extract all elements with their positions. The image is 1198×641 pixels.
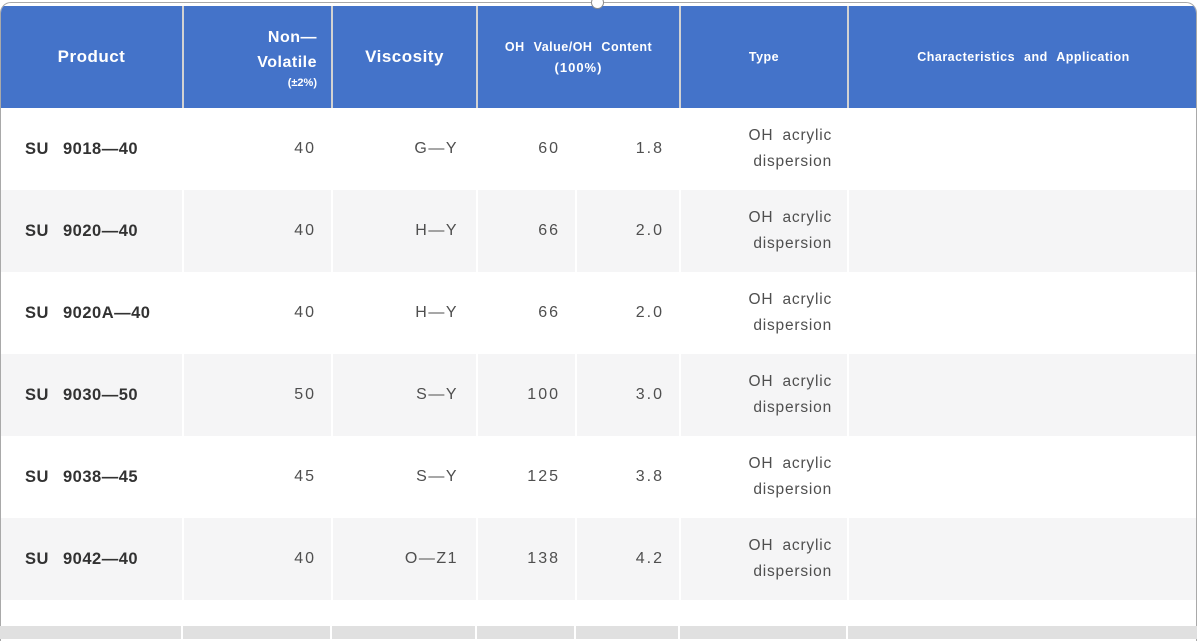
column-header-characteristics: Characteristics and Application [849, 6, 1196, 108]
viscosity-cell: H—Y [333, 272, 478, 354]
column-header-product-label: Product [57, 47, 126, 66]
next-row-segment [680, 626, 848, 639]
column-header-non-volatile-sub: (±2%) [287, 77, 317, 89]
viscosity-cell: H—Y [333, 190, 478, 272]
next-row-segment [848, 626, 1197, 639]
oh-content-cell: 3.0 [577, 354, 681, 436]
non-volatile-cell: 50 [184, 354, 333, 436]
product-cell: SU 9018—40 [1, 108, 184, 190]
characteristics-cell [849, 272, 1196, 354]
next-row-segment [332, 626, 477, 639]
next-row-segment [0, 626, 183, 639]
oh-content-cell: 3.8 [577, 436, 681, 518]
column-header-oh-value-sub: (100%) [554, 59, 603, 75]
oh-content-cell: 4.2 [577, 518, 681, 600]
table-row: SU 9018—40 40 G—Y 60 1.8 OH acrylic disp… [1, 108, 1196, 190]
column-header-product: Product [1, 6, 184, 108]
product-cell: SU 9020A—40 [1, 272, 184, 354]
characteristics-cell [849, 190, 1196, 272]
column-header-non-volatile-label: Non— Volatile [257, 29, 317, 71]
non-volatile-cell: 40 [184, 518, 333, 600]
type-cell: OH acrylic dispersion [681, 272, 849, 354]
non-volatile-cell: 40 [184, 108, 333, 190]
product-cell: SU 9038—45 [1, 436, 184, 518]
column-header-oh-value: OH Value/OH Content (100%) [478, 6, 681, 108]
oh-value-cell: 66 [478, 190, 577, 272]
table-row: SU 9020A—40 40 H—Y 66 2.0 OH acrylic dis… [1, 272, 1196, 354]
column-header-non-volatile: Non— Volatile (±2%) [184, 6, 333, 108]
characteristics-cell [849, 518, 1196, 600]
oh-content-cell: 1.8 [577, 108, 681, 190]
non-volatile-cell: 40 [184, 272, 333, 354]
resize-handle-icon[interactable] [591, 0, 604, 9]
oh-content-cell: 2.0 [577, 272, 681, 354]
product-cell: SU 9042—40 [1, 518, 184, 600]
viscosity-cell: G—Y [333, 108, 478, 190]
oh-value-cell: 60 [478, 108, 577, 190]
characteristics-cell [849, 108, 1196, 190]
type-cell: OH acrylic dispersion [681, 518, 849, 600]
table-row: SU 9030—50 50 S—Y 100 3.0 OH acrylic dis… [1, 354, 1196, 436]
column-header-type-label: Type [748, 50, 780, 64]
characteristics-cell [849, 354, 1196, 436]
next-table-partial-row [0, 626, 1198, 639]
characteristics-cell [849, 436, 1196, 518]
viscosity-cell: O—Z1 [333, 518, 478, 600]
oh-value-cell: 125 [478, 436, 577, 518]
column-header-oh-value-label: OH Value/OH Content [504, 39, 653, 54]
type-cell: OH acrylic dispersion [681, 108, 849, 190]
oh-value-cell: 100 [478, 354, 577, 436]
column-header-type: Type [681, 6, 849, 108]
table-row: SU 9042—40 40 O—Z1 138 4.2 OH acrylic di… [1, 518, 1196, 600]
table-row: SU 9038—45 45 S—Y 125 3.8 OH acrylic dis… [1, 436, 1196, 518]
next-row-segment [477, 626, 576, 639]
viscosity-cell: S—Y [333, 354, 478, 436]
oh-content-cell: 2.0 [577, 190, 681, 272]
product-cell: SU 9030—50 [1, 354, 184, 436]
next-row-segment [183, 626, 332, 639]
product-cell: SU 9020—40 [1, 190, 184, 272]
table-header-row: Product Non— Volatile (±2%) Viscosity OH… [1, 6, 1196, 108]
viscosity-cell: S—Y [333, 436, 478, 518]
type-cell: OH acrylic dispersion [681, 436, 849, 518]
table-row: SU 9020—40 40 H—Y 66 2.0 OH acrylic disp… [1, 190, 1196, 272]
column-header-viscosity: Viscosity [333, 6, 478, 108]
non-volatile-cell: 40 [184, 190, 333, 272]
non-volatile-cell: 45 [184, 436, 333, 518]
type-cell: OH acrylic dispersion [681, 354, 849, 436]
next-row-segment [576, 626, 680, 639]
oh-value-cell: 138 [478, 518, 577, 600]
oh-value-cell: 66 [478, 272, 577, 354]
type-cell: OH acrylic dispersion [681, 190, 849, 272]
column-header-viscosity-label: Viscosity [365, 47, 444, 66]
column-header-characteristics-label: Characteristics and Application [917, 50, 1130, 64]
